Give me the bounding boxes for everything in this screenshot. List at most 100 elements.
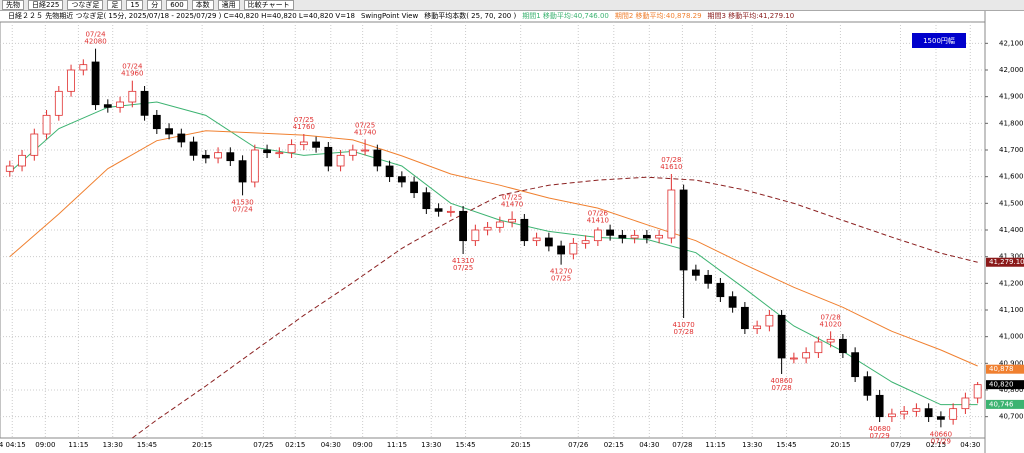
candle-body xyxy=(201,154,210,159)
x-tick-label: 20:15 xyxy=(511,441,531,449)
candle-body xyxy=(385,165,394,178)
candle-body xyxy=(348,149,357,156)
candle-body xyxy=(226,152,235,162)
toolbar-item[interactable]: 15 xyxy=(126,0,144,10)
toolbar-item[interactable]: 先物 xyxy=(2,0,24,10)
swing-price: 41270 xyxy=(550,268,572,276)
y-tick-label: 40,800 xyxy=(999,386,1024,394)
x-tick-label: 04:30 xyxy=(960,441,980,449)
toolbar: 先物 日経225 つなぎ足足 15 分 600 本数 適用 比較チャート xyxy=(0,0,1024,11)
x-tick-label: 04:30 xyxy=(639,441,659,449)
toolbar-item[interactable]: 足 xyxy=(107,0,123,10)
swing-price: 41020 xyxy=(819,320,841,328)
legend-entry: 期間2 移動平均:40,878.29 xyxy=(615,11,702,20)
x-tick-label: 13:30 xyxy=(742,441,762,449)
x-tick-label: 07/25 xyxy=(253,441,273,449)
swing-price: 41310 xyxy=(452,257,474,265)
x-tick-label: 02:15 xyxy=(285,441,305,449)
candle-body xyxy=(397,176,406,183)
chart: 日経２２５ 先物期近 つなぎ足( 15分, 2025/07/18 - 2025/… xyxy=(0,11,1024,453)
candle-body xyxy=(152,114,161,130)
candle-body xyxy=(544,237,553,247)
swing-price: 40860 xyxy=(770,377,792,385)
candle-body xyxy=(459,210,467,242)
candle-body xyxy=(238,160,247,183)
candle-body xyxy=(116,101,124,108)
x-tick-label: 09:00 xyxy=(353,441,373,449)
candle-body xyxy=(263,149,271,154)
swing-price: 41740 xyxy=(354,128,376,136)
y-tick-label: 41,600 xyxy=(999,173,1024,181)
candle-body xyxy=(606,229,615,236)
swing-date: 07/24 xyxy=(232,205,253,213)
candle-body xyxy=(949,408,958,420)
x-tick-label: 04:30 xyxy=(321,441,341,449)
swing-date: 07/25 xyxy=(453,264,473,272)
candle-body xyxy=(667,189,676,239)
swing-date: 07/28 xyxy=(772,384,792,392)
toolbar-item[interactable]: 分 xyxy=(147,0,163,10)
candle-body xyxy=(5,165,14,172)
candle-body xyxy=(912,408,921,412)
toolbar-item[interactable]: 比較チャート xyxy=(243,0,294,10)
toolbar-item[interactable]: 日経225 xyxy=(28,0,64,10)
candle-body xyxy=(18,154,26,167)
x-tick-label: 15:45 xyxy=(137,441,157,449)
candle-body xyxy=(214,152,222,159)
candle-body xyxy=(336,154,345,167)
candle-body xyxy=(716,282,725,298)
candle-body xyxy=(887,413,896,418)
y-tick-label: 41,200 xyxy=(999,279,1024,287)
moving-average-line xyxy=(9,130,978,367)
moving-average-line xyxy=(132,176,978,439)
candle-body xyxy=(361,149,369,152)
toolbar-item[interactable]: 適用 xyxy=(217,0,240,10)
x-tick-label: 07/28 xyxy=(672,441,692,449)
price-tag-label: 40,878 xyxy=(989,365,1014,373)
swing-date: 07/25 xyxy=(355,121,375,129)
swing-price: 40680 xyxy=(868,425,890,433)
toolbar-item[interactable]: 本数 xyxy=(191,0,214,10)
price-tag xyxy=(986,257,1024,267)
ma-title: 移動平均本数( 25, 70, 200 ) xyxy=(424,11,516,20)
toolbar-item[interactable]: 600 xyxy=(166,0,188,10)
candle-body xyxy=(140,90,149,116)
candle-body xyxy=(851,352,860,378)
y-tick-label: 41,400 xyxy=(999,226,1024,234)
candle-body xyxy=(777,314,786,359)
candle-body xyxy=(446,210,455,213)
x-tick-label: 11:15 xyxy=(387,441,407,449)
candle-body xyxy=(471,229,480,242)
candle-body xyxy=(312,141,320,148)
x-tick-label: 11:15 xyxy=(705,441,725,449)
y-tick-label: 41,100 xyxy=(999,306,1024,314)
candle-body xyxy=(961,397,970,410)
swing-date: 07/24 xyxy=(122,63,143,71)
badge-label: 1500円幅 xyxy=(923,36,955,45)
candle-body xyxy=(569,242,578,255)
candle-body xyxy=(581,240,590,244)
swing-price: 41610 xyxy=(660,163,682,171)
candle-body xyxy=(189,141,198,156)
candle-body xyxy=(422,192,431,210)
y-tick-label: 42,000 xyxy=(999,66,1024,74)
candle-body xyxy=(618,234,627,239)
x-tick-label: 15:45 xyxy=(776,441,796,449)
candle-body xyxy=(165,128,173,135)
y-tick-label: 41,000 xyxy=(999,333,1024,341)
price-tag-label: 40,746 xyxy=(989,400,1014,408)
info-line: 日経２２５ 先物期近 つなぎ足( 15分, 2025/07/18 - 2025/… xyxy=(8,11,794,20)
swing-price: 40660 xyxy=(930,430,952,438)
candle-body xyxy=(814,341,823,354)
candle-body xyxy=(250,149,259,183)
swing-price: 41530 xyxy=(231,198,253,206)
candle-body xyxy=(532,237,541,242)
price-tag-label: 40,820 xyxy=(989,381,1014,389)
candle-body xyxy=(434,208,443,212)
candle-body xyxy=(128,90,137,103)
swing-date: 07/28 xyxy=(661,156,681,164)
x-tick-label: 07/29 xyxy=(890,441,910,449)
candle-body xyxy=(765,314,774,327)
toolbar-item[interactable]: つなぎ足 xyxy=(67,0,104,10)
candle-body xyxy=(483,226,492,231)
